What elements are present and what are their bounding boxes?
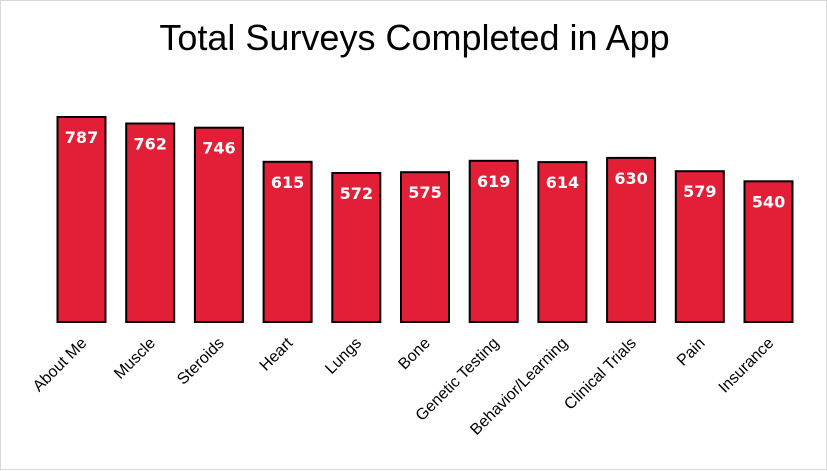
bar-3 <box>262 160 313 323</box>
data-label-1: 762 <box>133 135 166 154</box>
x-tick-label-8: Clinical Trials <box>561 335 640 414</box>
bar-7 <box>537 161 588 323</box>
x-tick-label-10: Insurance <box>716 335 778 397</box>
bar-8 <box>606 156 657 323</box>
bar-0 <box>56 116 107 323</box>
x-tick-label-1: Muscle <box>111 335 159 383</box>
data-label-8: 630 <box>614 169 647 188</box>
bar-1 <box>125 122 176 323</box>
x-tick-label-9: Pain <box>674 335 709 370</box>
data-label-10: 540 <box>752 192 785 211</box>
bars-group <box>56 116 794 323</box>
x-tick-labels-group: About Me Muscle Steroids Heart Lungs BoneGene… <box>30 334 778 438</box>
data-label-3: 615 <box>271 173 304 192</box>
data-label-0: 787 <box>65 128 98 147</box>
bar-9 <box>674 170 725 323</box>
x-tick-label-2: Steroids <box>174 335 228 389</box>
data-label-4: 572 <box>340 184 373 203</box>
bar-4 <box>331 172 382 323</box>
chart-title: Total Surveys Completed in App <box>159 17 670 58</box>
x-tick-label-3: Heart <box>257 334 297 374</box>
bar-6 <box>468 159 519 323</box>
data-label-9: 579 <box>683 182 716 201</box>
bar-10 <box>743 180 794 323</box>
x-tick-label-5: Bone <box>395 335 434 374</box>
data-label-5: 575 <box>408 183 441 202</box>
x-tick-label-4: Lungs <box>322 335 365 378</box>
bar-5 <box>400 171 450 323</box>
data-labels-group: 787 762 746 615 572 575 619 614 630 579 540 <box>65 128 785 211</box>
bar-2 <box>193 126 244 323</box>
x-tick-label-0: About Me <box>30 335 91 396</box>
data-label-7: 614 <box>546 173 579 192</box>
data-label-2: 746 <box>202 139 235 158</box>
data-label-6: 619 <box>477 172 510 191</box>
